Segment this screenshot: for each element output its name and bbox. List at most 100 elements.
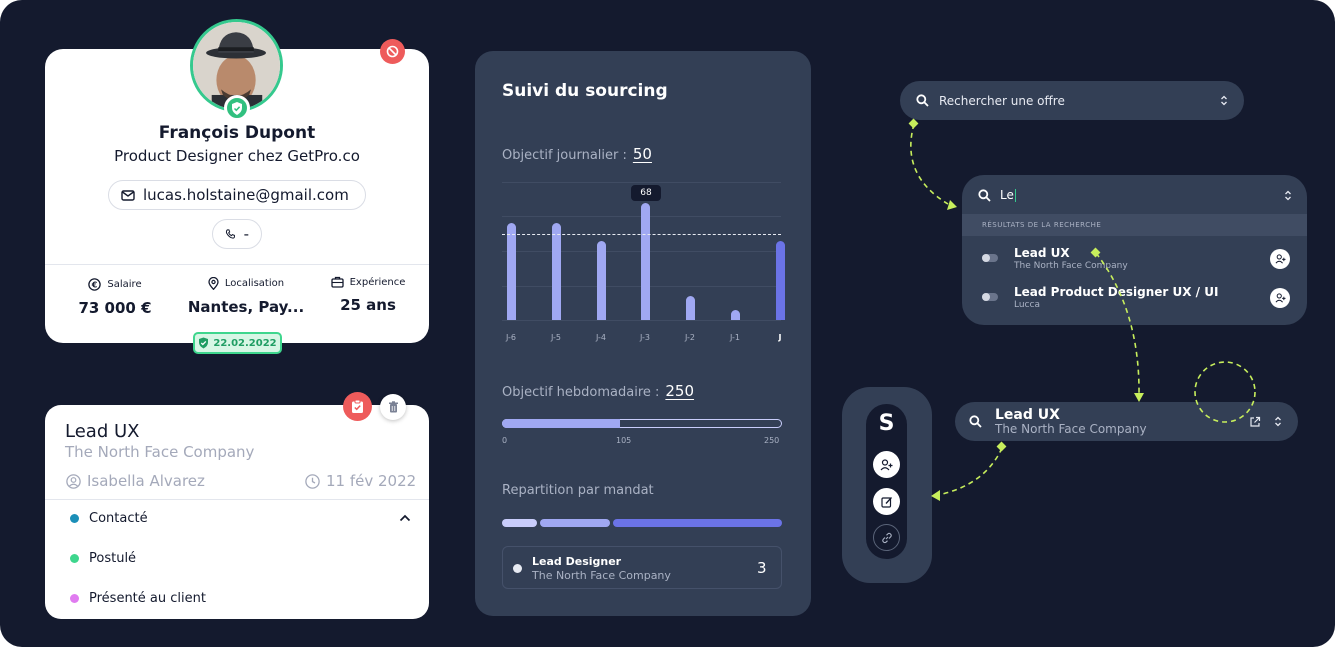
repartition-segment[interactable] [502,519,537,527]
x-tick-label: J-2 [684,333,696,342]
result-toggle[interactable] [982,254,998,262]
bar-value-tooltip: 68 [631,185,661,201]
result-title: Lead UX [1014,246,1070,260]
connector-node [908,118,919,129]
search-icon [916,94,929,107]
add-to-offer-button[interactable] [1270,249,1290,269]
block-candidate-button[interactable] [380,39,405,64]
edit-button[interactable] [873,488,900,515]
job-pipeline-card [45,405,429,619]
chart-bar[interactable] [641,203,650,320]
status-label: Contacté [89,511,148,526]
chart-bar[interactable] [686,296,695,320]
result-company: Lucca [1014,300,1040,310]
grid-line [502,182,781,183]
link-button[interactable] [873,524,900,551]
job-title: Lead UX [65,421,140,442]
date-badge: 22.02.2022 [193,332,282,354]
stat-salary: € Salaire 73 000 € [51,278,179,317]
status-presented[interactable]: Présenté au client [70,591,206,606]
search-icon [978,188,991,202]
connector-line [910,123,949,205]
chart-bar[interactable] [731,310,740,320]
text-cursor [1014,188,1016,202]
daily-objective-value[interactable]: 50 [632,145,652,163]
mandat-company: The North Face Company [532,569,671,582]
delete-button[interactable] [380,394,406,420]
grid-line [502,320,781,321]
repartition-segment[interactable] [613,519,782,527]
chart-bar[interactable] [597,241,606,320]
connector-line [937,447,1003,496]
chevron-up-icon[interactable] [399,514,411,522]
shield-check-icon [199,337,209,349]
divider [45,499,429,500]
repartition-label: Repartition par mandat [502,483,654,498]
divider [45,264,429,265]
chart-bar[interactable] [552,223,561,320]
user-circle-icon [66,473,81,489]
stat-value: 25 ans [340,296,396,314]
status-dot [70,554,79,563]
phone-chip[interactable]: - [212,219,262,249]
clipboard-button[interactable] [343,392,372,421]
edit-icon [880,496,892,508]
weekly-objective: Objectif hebdomadaire : 250 [502,382,694,400]
user-add-icon [1275,254,1285,264]
mandat-count: 3 [757,559,767,577]
job-company: The North Face Company [65,443,255,461]
progress-tick: 250 [764,436,780,445]
mandat-dot [513,564,522,573]
x-tick-label: J-1 [729,333,741,342]
search-results-dropdown [962,175,1307,325]
connector-line [1095,252,1140,396]
phone-text: - [243,225,249,243]
job-date: 11 fév 2022 [305,472,416,490]
email-text: lucas.holstaine@gmail.com [143,186,349,204]
mandat-row[interactable] [502,546,782,589]
result-title: Lead Product Designer UX / UI [1014,285,1219,299]
candidate-name: François Dupont [158,123,316,143]
location-pin-icon [208,277,219,290]
add-to-offer-button[interactable] [1270,288,1290,308]
repartition-segment[interactable] [540,519,610,527]
sort-chevrons-icon[interactable] [1284,190,1292,201]
offer-search-box[interactable]: Rechercher une offre [900,81,1244,120]
stat-experience: Expérience 25 ans [304,276,432,314]
briefcase-icon [330,276,344,288]
chart-bar[interactable] [776,241,785,320]
arrow-head [947,200,957,210]
user-add-icon [1275,293,1285,303]
sort-chevrons-icon[interactable] [1220,95,1228,106]
search-placeholder: Rechercher une offre [939,93,1065,108]
sort-chevrons-icon[interactable] [1274,416,1282,427]
mail-icon [121,189,135,201]
weekly-objective-value[interactable]: 250 [665,382,695,400]
status-contacted[interactable]: Contacté [70,511,148,526]
add-candidate-button[interactable] [873,451,900,478]
mandat-title: Lead Designer [532,555,622,568]
search-result-item[interactable]: Lead Product Designer UX / UI Lucca [982,285,1292,311]
stat-value: 73 000 € [78,299,152,317]
status-applied[interactable]: Postulé [70,551,136,566]
external-link-icon[interactable] [1249,416,1261,428]
stat-location: Localisation Nantes, Pay... [182,277,310,316]
chart-bar[interactable] [507,223,516,320]
selected-offer[interactable] [955,402,1298,441]
arrow-head [931,490,940,501]
result-toggle[interactable] [982,293,998,301]
email-chip[interactable]: lucas.holstaine@gmail.com [108,180,366,210]
svg-text:€: € [91,280,98,289]
search-result-item[interactable]: Lead UX The North Face Company [982,246,1292,272]
selected-offer-title: Lead UX [995,407,1060,423]
candidate-job-title: Product Designer chez GetPro.co [114,147,360,165]
focus-circle [1194,361,1256,423]
daily-objective: Objectif journalier : 50 [502,145,652,163]
search-query-input[interactable]: Le [978,186,1292,204]
panel-title: Suivi du sourcing [502,81,668,101]
progress-tick: 0 [502,436,508,445]
recruiter: Isabella Alvarez [66,472,205,490]
user-add-icon [880,458,893,470]
